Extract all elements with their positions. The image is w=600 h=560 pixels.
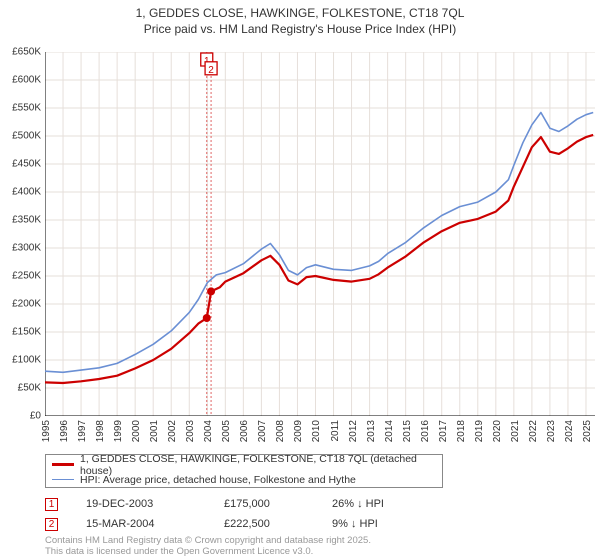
y-tick-label: £150K — [12, 327, 41, 338]
chart-area: 12 — [45, 52, 595, 416]
x-tick-label: 2002 — [167, 420, 178, 442]
x-tick-label: 2005 — [221, 420, 232, 442]
legend-swatch — [52, 479, 74, 481]
y-tick-label: £0 — [30, 411, 41, 422]
sale-marker-icon: 2 — [45, 518, 58, 531]
chart-title: 1, GEDDES CLOSE, HAWKINGE, FOLKESTONE, C… — [0, 0, 600, 37]
y-tick-label: £100K — [12, 355, 41, 366]
sale-row: 1 19-DEC-2003 £175,000 26% ↓ HPI — [45, 494, 585, 514]
x-tick-label: 2019 — [474, 420, 485, 442]
y-tick-label: £400K — [12, 187, 41, 198]
footer-attribution: Contains HM Land Registry data © Crown c… — [45, 536, 585, 558]
x-tick-label: 1997 — [77, 420, 88, 442]
x-tick-label: 2015 — [402, 420, 413, 442]
x-tick-label: 2014 — [384, 420, 395, 442]
x-tick-label: 2016 — [420, 420, 431, 442]
x-tick-label: 2006 — [239, 420, 250, 442]
x-tick-label: 2000 — [131, 420, 142, 442]
x-tick-label: 2004 — [203, 420, 214, 442]
x-tick-label: 2007 — [257, 420, 268, 442]
title-line1: 1, GEDDES CLOSE, HAWKINGE, FOLKESTONE, C… — [0, 6, 600, 22]
x-tick-label: 1996 — [59, 420, 70, 442]
y-tick-label: £250K — [12, 271, 41, 282]
sale-date: 15-MAR-2004 — [86, 518, 196, 530]
x-tick-label: 1995 — [41, 420, 52, 442]
title-line2: Price paid vs. HM Land Registry's House … — [0, 22, 600, 38]
x-tick-label: 2018 — [456, 420, 467, 442]
y-tick-label: £50K — [18, 383, 41, 394]
x-tick-label: 1999 — [113, 420, 124, 442]
x-tick-label: 2001 — [149, 420, 160, 442]
sale-delta: 9% ↓ HPI — [332, 518, 432, 530]
legend: 1, GEDDES CLOSE, HAWKINGE, FOLKESTONE, C… — [45, 454, 443, 488]
y-tick-label: £500K — [12, 131, 41, 142]
x-tick-label: 2023 — [546, 420, 557, 442]
x-tick-label: 2011 — [330, 420, 341, 442]
svg-text:2: 2 — [208, 65, 214, 76]
plot-svg: 12 — [45, 52, 595, 416]
legend-row: 1, GEDDES CLOSE, HAWKINGE, FOLKESTONE, C… — [52, 457, 436, 472]
sales-table: 1 19-DEC-2003 £175,000 26% ↓ HPI 2 15-MAR-200… — [45, 494, 585, 534]
y-tick-label: £550K — [12, 103, 41, 114]
x-tick-label: 1998 — [95, 420, 106, 442]
sale-date: 19-DEC-2003 — [86, 498, 196, 510]
x-tick-label: 2020 — [492, 420, 503, 442]
x-tick-label: 2022 — [528, 420, 539, 442]
x-tick-label: 2012 — [348, 420, 359, 442]
sale-delta: 26% ↓ HPI — [332, 498, 432, 510]
x-tick-label: 2003 — [185, 420, 196, 442]
x-tick-label: 2024 — [564, 420, 575, 442]
sale-marker-icon: 1 — [45, 498, 58, 511]
y-tick-label: £300K — [12, 243, 41, 254]
y-tick-label: £200K — [12, 299, 41, 310]
x-tick-label: 2009 — [293, 420, 304, 442]
x-tick-label: 2010 — [311, 420, 322, 442]
sale-price: £222,500 — [224, 518, 304, 530]
x-axis-labels: 1995199619971998199920002001200220032004… — [45, 418, 595, 448]
legend-label: HPI: Average price, detached house, Folk… — [80, 474, 356, 486]
legend-swatch — [52, 463, 74, 466]
y-tick-label: £650K — [12, 47, 41, 58]
footer-line2: This data is licensed under the Open Gov… — [45, 547, 585, 558]
y-tick-label: £350K — [12, 215, 41, 226]
x-tick-label: 2025 — [582, 420, 593, 442]
x-tick-label: 2017 — [438, 420, 449, 442]
x-tick-label: 2008 — [275, 420, 286, 442]
y-axis-labels: £0£50K£100K£150K£200K£250K£300K£350K£400… — [0, 52, 43, 416]
sale-row: 2 15-MAR-2004 £222,500 9% ↓ HPI — [45, 514, 585, 534]
sale-price: £175,000 — [224, 498, 304, 510]
y-tick-label: £600K — [12, 75, 41, 86]
x-tick-label: 2021 — [510, 420, 521, 442]
y-tick-label: £450K — [12, 159, 41, 170]
x-tick-label: 2013 — [366, 420, 377, 442]
